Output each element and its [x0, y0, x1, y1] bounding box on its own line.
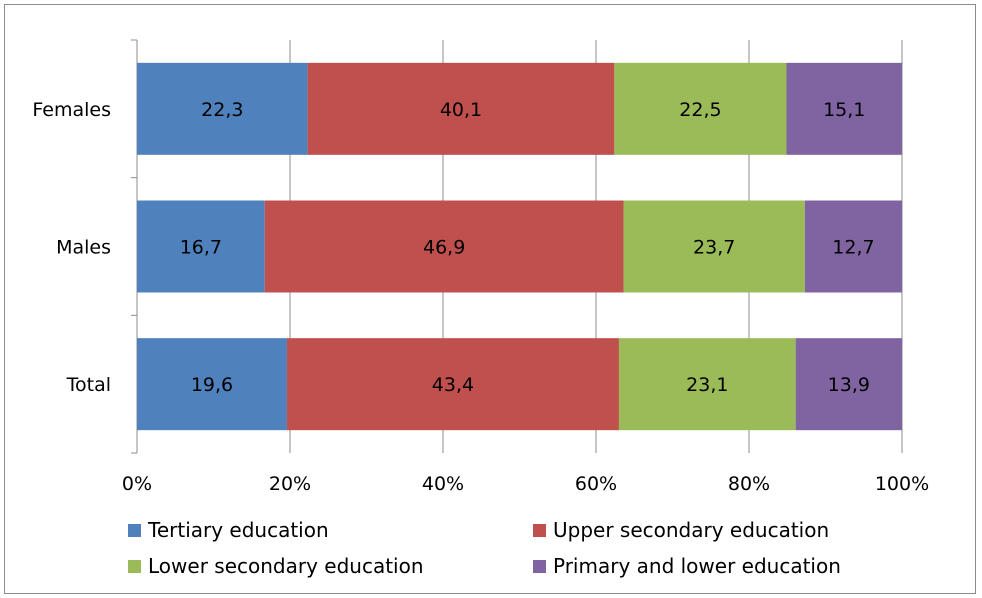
x-tick-label: 60%: [575, 473, 617, 495]
data-label: 16,7: [180, 237, 222, 259]
x-tick-label: 80%: [728, 473, 770, 495]
data-label: 19,6: [191, 374, 233, 396]
data-label: 40,1: [440, 99, 482, 121]
data-label: 23,7: [693, 237, 735, 259]
bar-segment: [137, 200, 265, 293]
x-tick-label: 20%: [269, 473, 311, 495]
bar-segment: [618, 338, 796, 431]
bar-segment: [137, 338, 287, 431]
bar-segment: [623, 200, 805, 293]
bar-segment: [307, 62, 615, 155]
category-label: Males: [56, 237, 111, 259]
bar-segment: [286, 338, 619, 431]
bar-segment: [804, 200, 902, 293]
data-label: 12,7: [832, 237, 874, 259]
bar-segment: [264, 200, 624, 293]
x-tick-label: 40%: [422, 473, 464, 495]
category-label: Females: [32, 99, 111, 121]
data-label: 43,4: [432, 374, 474, 396]
x-tick-label: 100%: [875, 473, 929, 495]
bar-segment: [786, 62, 902, 155]
data-label: 23,1: [686, 374, 728, 396]
bar-segment: [137, 62, 308, 155]
data-label: 22,5: [679, 99, 721, 121]
x-tick-label: 0%: [122, 473, 152, 495]
data-label: 13,9: [828, 374, 870, 396]
data-label: 15,1: [823, 99, 865, 121]
category-label: Total: [66, 374, 111, 396]
data-label: 46,9: [423, 237, 465, 259]
bar-segment: [614, 62, 787, 155]
data-label: 22,3: [201, 99, 243, 121]
bar-segment: [795, 338, 902, 431]
